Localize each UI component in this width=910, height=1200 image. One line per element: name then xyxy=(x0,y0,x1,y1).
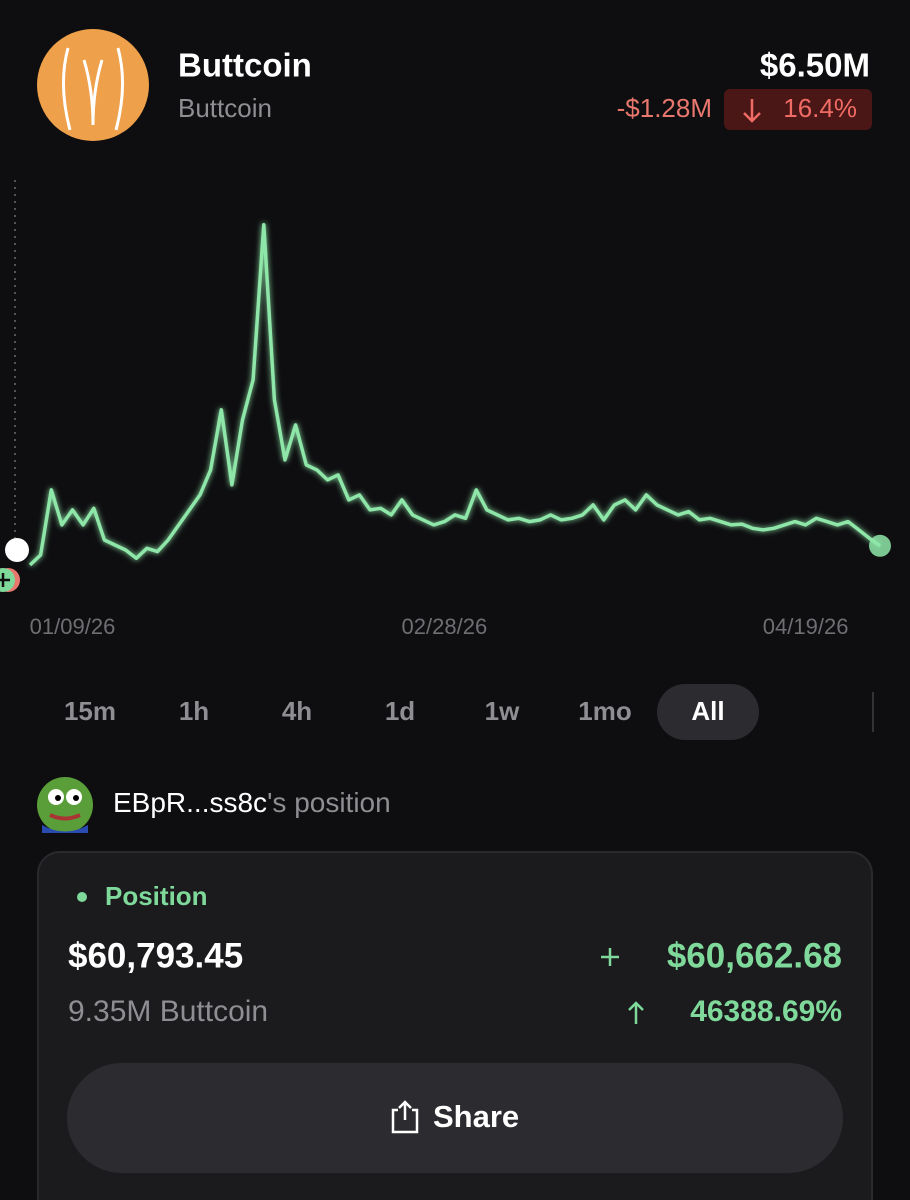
x-tick-label: 04/19/26 xyxy=(763,614,849,639)
share-label: Share xyxy=(433,1099,519,1134)
token-logo xyxy=(37,29,149,141)
share-button[interactable] xyxy=(67,1063,843,1173)
price-chart: 01/09/26 02/28/26 04/19/26 xyxy=(28,222,891,639)
pnl-value: $60,662.68 xyxy=(667,936,842,975)
owner-suffix: 's position xyxy=(267,787,391,818)
change-badge xyxy=(724,89,872,130)
timeframe-option[interactable]: 1h xyxy=(179,696,209,726)
timeframe-option[interactable]: 1w xyxy=(485,696,520,726)
trade-markers xyxy=(0,538,29,592)
market-cap: $6.50M xyxy=(760,47,870,84)
timeframe-option[interactable]: All xyxy=(691,696,724,726)
x-tick-label: 01/09/26 xyxy=(30,614,116,639)
owner-avatar xyxy=(37,777,93,833)
token-subtitle: Buttcoin xyxy=(178,93,272,123)
up-arrow-icon xyxy=(628,1001,644,1024)
down-arrow-icon xyxy=(743,99,761,123)
pnl-percent: 46388.69% xyxy=(690,995,842,1028)
token-title: Buttcoin xyxy=(178,47,312,84)
timeframe-option[interactable]: 1mo xyxy=(578,696,631,726)
change-amount: -$1.28M xyxy=(617,93,712,123)
timeframe-selector: n15m1h4h1d1w1moAll xyxy=(64,684,759,740)
position-label: Position xyxy=(105,881,208,911)
timeframe-option[interactable]: 4h xyxy=(282,696,312,726)
current-point xyxy=(869,534,891,557)
status-dot xyxy=(77,892,87,902)
plus-icon xyxy=(601,948,619,966)
price-line xyxy=(28,222,882,567)
position-value: $60,793.45 xyxy=(68,936,243,975)
owner-line: EBpR...ss8c's position xyxy=(113,787,391,818)
owner-name: EBpR...ss8c xyxy=(113,787,267,818)
timeframe-selected xyxy=(657,684,759,740)
timeframe-option[interactable]: 15m xyxy=(64,696,116,726)
position-amount: 9.35M Buttcoin xyxy=(68,995,268,1028)
timeframe-option[interactable]: 1d xyxy=(385,696,415,726)
share-icon xyxy=(391,1100,419,1134)
change-percent: 16.4% xyxy=(783,93,857,123)
x-tick-label: 02/28/26 xyxy=(402,614,488,639)
